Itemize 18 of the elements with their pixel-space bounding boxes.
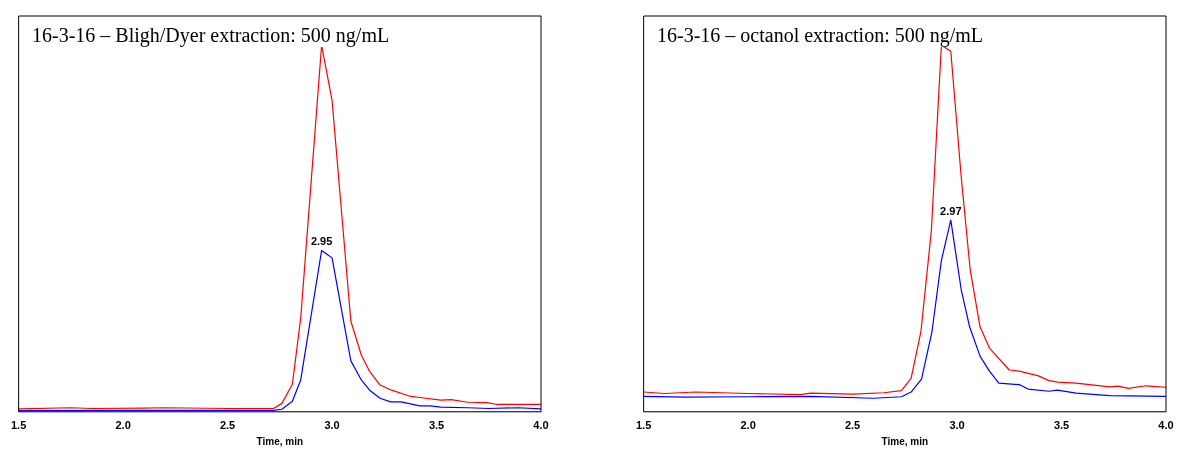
x-tick-label: 3.5 bbox=[428, 419, 445, 432]
chart-title: 16-3-16 – octanol extraction: 500 ng/mL bbox=[657, 24, 984, 47]
chart-title: 16-3-16 – Bligh/Dyer extraction: 500 ng/mL bbox=[32, 24, 390, 47]
annotation: 2.97 bbox=[940, 204, 962, 217]
x-tick-label: 3.0 bbox=[324, 419, 340, 432]
x-tick-label: 2.0 bbox=[115, 419, 131, 432]
x-tick-label: 1.5 bbox=[636, 419, 652, 432]
x-axis-title: Time, min bbox=[881, 435, 929, 447]
x-tick-label: 4.0 bbox=[533, 419, 549, 432]
x-axis-title: Time, min bbox=[256, 435, 304, 447]
annotation: 2.95 bbox=[310, 235, 333, 248]
x-tick-label: 2.5 bbox=[219, 419, 236, 432]
x-tick-label: 2.5 bbox=[844, 419, 861, 432]
x-tick-label: 4.0 bbox=[1158, 419, 1174, 432]
x-tick-label: 1.5 bbox=[11, 419, 27, 432]
x-tick-label: 2.0 bbox=[740, 419, 756, 432]
x-tick-label: 3.5 bbox=[1053, 419, 1070, 432]
x-tick-label: 3.0 bbox=[949, 419, 965, 432]
